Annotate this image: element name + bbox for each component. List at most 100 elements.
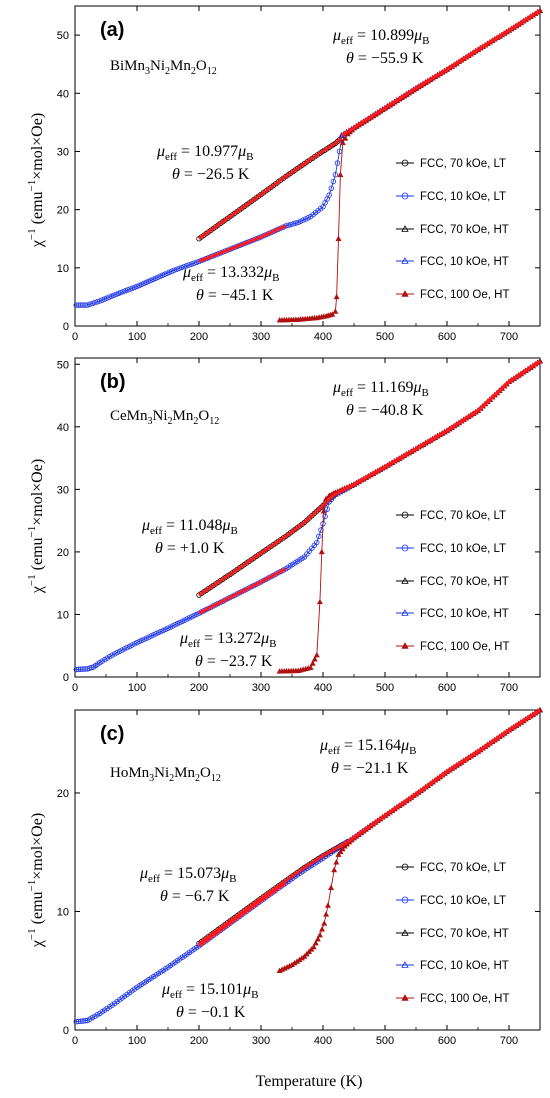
plot-panel-a: 0 100 200 300 400 500 600 700 0 10 20 30 40 50 bbox=[57, 5, 543, 343]
data-point bbox=[339, 139, 346, 145]
fit-line bbox=[340, 9, 541, 137]
y-tick-label: 10 bbox=[57, 609, 69, 621]
y-tick-label: 20 bbox=[57, 547, 69, 559]
x-tick-label: 300 bbox=[252, 1035, 270, 1047]
legend-label-c-3: FCC, 10 kOe, HT bbox=[420, 960, 509, 972]
data-point bbox=[84, 302, 91, 308]
legend-label-b-0: FCC, 70 kOe, LT bbox=[420, 510, 506, 522]
panel-label-b: (b) bbox=[100, 371, 126, 393]
legend-marker bbox=[401, 929, 409, 936]
y-axis-title-a: χ−1 (emu−1×mol×Oe) bbox=[26, 113, 46, 248]
legend-label-b-2: FCC, 70 kOe, HT bbox=[420, 576, 509, 588]
data-point bbox=[285, 222, 291, 228]
fit-annotation-theta-b3: θ = −23.7 K bbox=[195, 653, 273, 670]
data-point bbox=[87, 301, 93, 307]
legend-marker bbox=[401, 290, 409, 297]
data-point bbox=[118, 289, 124, 296]
data-point bbox=[328, 185, 334, 192]
x-tick-label: 400 bbox=[314, 1035, 332, 1047]
plot-frame bbox=[74, 709, 541, 1031]
legend-label-c-4: FCC, 100 Oe, HT bbox=[420, 993, 509, 1005]
data-point bbox=[316, 598, 323, 605]
legend-marker bbox=[401, 642, 409, 649]
fit-annotation-theta-c3: θ = −0.1 K bbox=[176, 1004, 246, 1021]
data-point bbox=[328, 884, 335, 891]
y-axis-title-b: χ−1 (emu−1×mol×Oe) bbox=[26, 459, 46, 594]
data-point bbox=[324, 506, 330, 512]
data-point bbox=[323, 911, 330, 917]
x-tick-label: 100 bbox=[128, 1035, 146, 1047]
data-point bbox=[171, 267, 177, 273]
data-point bbox=[332, 172, 339, 178]
legend-label-b-1: FCC, 10 kOe, LT bbox=[420, 543, 506, 555]
panel-label-c: (c) bbox=[100, 723, 124, 745]
legend-label-a-3: FCC, 10 kOe, HT bbox=[420, 256, 509, 268]
y-tick-label: 20 bbox=[57, 205, 69, 217]
y-tick-label: 10 bbox=[57, 906, 69, 918]
legend-marker bbox=[401, 511, 409, 519]
data-point bbox=[342, 135, 349, 141]
legend-marker bbox=[401, 896, 409, 904]
y-tick-label: 0 bbox=[63, 1025, 69, 1037]
data-point bbox=[337, 848, 344, 855]
legend-label-c-1: FCC, 10 kOe, LT bbox=[420, 895, 506, 907]
x-tick-label: 700 bbox=[500, 331, 518, 343]
data-point bbox=[322, 513, 328, 520]
legend-label-c-0: FCC, 70 kOe, LT bbox=[420, 862, 506, 874]
data-point bbox=[321, 920, 328, 926]
fit-annotation-mu-b2: μeff = 11.048μB bbox=[141, 517, 238, 537]
data-point bbox=[312, 939, 319, 946]
legend-marker bbox=[401, 257, 409, 264]
data-point bbox=[89, 300, 96, 307]
data-point bbox=[131, 284, 138, 291]
fit-annotation-theta-b1: θ = −40.8 K bbox=[346, 402, 424, 419]
fit-line bbox=[198, 881, 287, 948]
fit-annotation-mu-b1: μeff = 11.169μB bbox=[332, 379, 429, 399]
x-tick-label: 100 bbox=[128, 331, 146, 343]
compound-b: CeMn3Ni2Mn2O12 bbox=[110, 408, 219, 427]
plot-panel-b: 0 100 200 300 400 500 600 700 0 10 20 30 40 50 bbox=[57, 357, 543, 694]
fit-annotation-mu-b3: μeff = 13.272μB bbox=[179, 630, 276, 650]
data-point bbox=[288, 221, 294, 228]
data-point bbox=[127, 286, 133, 292]
x-tick-label: 600 bbox=[438, 1035, 456, 1047]
x-tick-label: 500 bbox=[376, 1035, 394, 1047]
fit-annotation-theta-c2: θ = −6.7 K bbox=[160, 888, 230, 905]
x-tick-label: 300 bbox=[252, 682, 270, 694]
x-tick-label: 600 bbox=[438, 331, 456, 343]
legend-marker bbox=[401, 609, 409, 616]
plot-frame bbox=[74, 5, 541, 327]
x-tick-label: 300 bbox=[252, 331, 270, 343]
x-axis-title: Temperature (K) bbox=[256, 1073, 363, 1090]
fit-annotation-mu-a3: μeff = 13.332μB bbox=[182, 264, 279, 284]
data-point bbox=[311, 656, 318, 662]
data-point bbox=[320, 508, 327, 514]
data-point bbox=[314, 539, 320, 546]
x-tick-label: 200 bbox=[190, 1035, 208, 1047]
fit-line bbox=[198, 840, 349, 945]
data-point bbox=[339, 845, 346, 852]
data-point bbox=[309, 660, 316, 666]
data-point bbox=[335, 851, 342, 857]
data-point bbox=[316, 533, 322, 539]
data-point bbox=[305, 215, 311, 221]
y-tick-label: 30 bbox=[57, 146, 69, 158]
fit-line bbox=[198, 492, 337, 597]
legend-label-a-1: FCC, 10 kOe, LT bbox=[420, 191, 506, 203]
fit-line bbox=[198, 567, 287, 615]
x-tick-label: 700 bbox=[500, 682, 518, 694]
panel-label-a: (a) bbox=[100, 19, 124, 41]
x-tick-label: 200 bbox=[190, 682, 208, 694]
y-tick-label: 10 bbox=[57, 263, 69, 275]
data-point bbox=[310, 943, 317, 950]
fit-line bbox=[198, 224, 287, 263]
x-tick-label: 400 bbox=[314, 682, 332, 694]
data-point bbox=[82, 1018, 88, 1024]
data-point bbox=[313, 651, 320, 658]
fit-annotation-theta-a3: θ = −45.1 K bbox=[196, 287, 274, 304]
legend-label-a-0: FCC, 70 kOe, LT bbox=[420, 158, 506, 170]
y-tick-label: 50 bbox=[57, 30, 69, 42]
data-point bbox=[124, 287, 131, 293]
data-point bbox=[188, 261, 195, 267]
